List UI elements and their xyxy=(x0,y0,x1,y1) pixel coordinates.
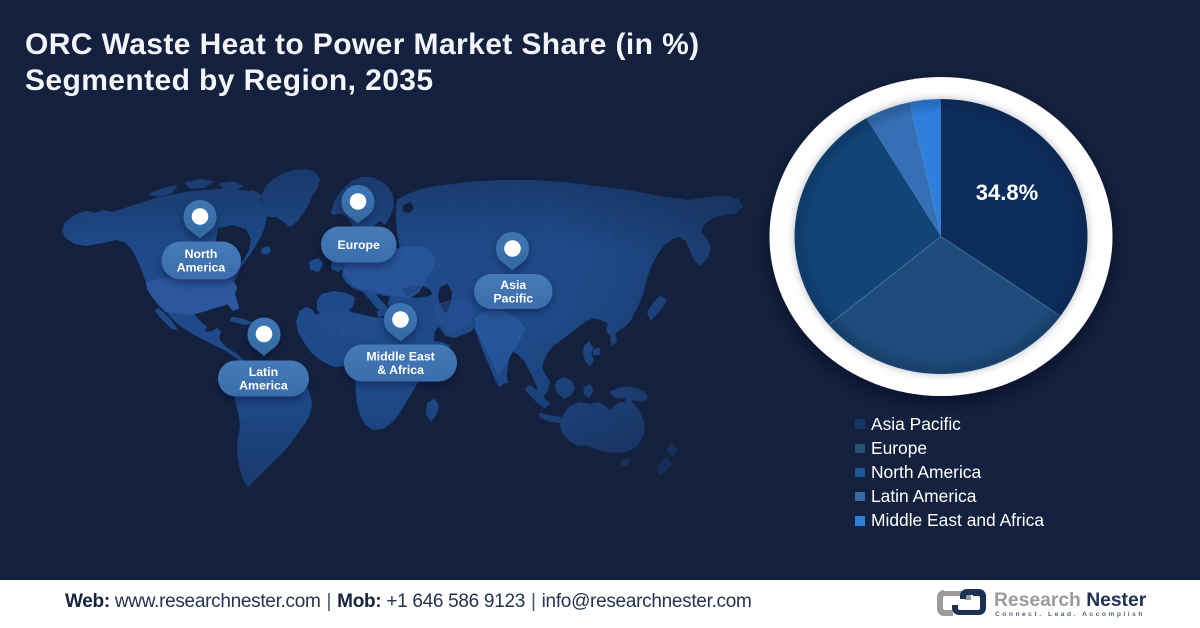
svg-text:North: North xyxy=(185,247,218,261)
svg-text:America: America xyxy=(177,261,226,275)
svg-text:Middle East: Middle East xyxy=(366,350,434,364)
svg-text:Pacific: Pacific xyxy=(493,292,533,306)
svg-text:& Africa: & Africa xyxy=(377,363,424,377)
svg-text:Latin: Latin xyxy=(249,365,278,379)
svg-text:Asia: Asia xyxy=(500,278,526,292)
svg-text:Research Nester: Research Nester xyxy=(994,590,1147,611)
svg-text:Connect. Lead. Accomplish: Connect. Lead. Accomplish xyxy=(995,611,1145,618)
svg-text:34.8%: 34.8% xyxy=(976,180,1038,205)
svg-text:Europe: Europe xyxy=(338,238,381,252)
svg-text:America: America xyxy=(239,379,288,393)
